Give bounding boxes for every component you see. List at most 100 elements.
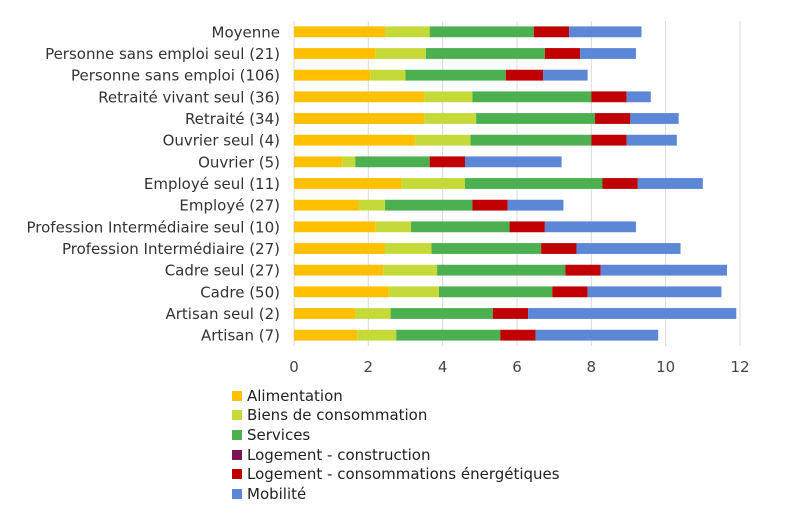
bar-segment [595, 113, 631, 124]
bar-segment [541, 243, 577, 254]
bar-segment [294, 221, 376, 233]
bar-segment [591, 91, 627, 103]
bar-segment [294, 48, 376, 59]
category-label: Artisan seul (2) [166, 305, 281, 323]
category-label: Personne sans emploi (106) [71, 67, 280, 85]
bar-segment [429, 156, 465, 168]
bar-segment [375, 221, 412, 233]
bar-segment [357, 329, 397, 341]
bar-segment [390, 308, 493, 319]
legend-item: Services [232, 425, 560, 445]
bars [294, 26, 737, 341]
bar-segment [385, 243, 432, 254]
legend-item: Logement - consommations énergétiques [232, 464, 560, 484]
stacked-bar-chart: Moyenne Personne sans emploi seul (21) Per… [27, 21, 750, 376]
bar-segment [626, 91, 651, 103]
bar-segment [464, 156, 562, 168]
bar-segment [375, 48, 426, 59]
bar-segment [294, 113, 425, 124]
legend-item: Logement - construction [232, 445, 560, 465]
bar-segment [355, 156, 430, 168]
legend-swatch [232, 488, 242, 499]
bar-segment [355, 308, 391, 319]
bar-segment [569, 26, 642, 38]
category-label: Ouvrier seul (4) [163, 132, 280, 150]
x-tick-label: 2 [364, 358, 374, 376]
bar-segment [500, 329, 536, 341]
bar-segment [509, 221, 545, 233]
bar-segment [383, 264, 438, 276]
bar-segment [294, 178, 402, 189]
category-label: Ouvrier (5) [198, 153, 280, 171]
legend-item: Alimentation [232, 386, 560, 406]
legend-item: Biens de consommation [232, 406, 560, 426]
category-label: Employé seul (11) [144, 175, 280, 193]
legend-label: Logement - construction [247, 445, 431, 464]
category-label: Moyenne [212, 23, 280, 41]
bar-segment [472, 91, 592, 103]
bar-segment [580, 48, 636, 59]
category-label: Artisan (7) [201, 327, 280, 345]
bar-segment [544, 48, 581, 59]
category-label: Retraité vivant seul (36) [98, 88, 280, 106]
x-tick-labels: 0 2 4 6 8 10 12 [289, 358, 749, 376]
legend-item: Mobilité [232, 484, 560, 504]
bar-segment [294, 308, 356, 319]
legend-label: Mobilité [247, 484, 307, 503]
bar-segment [342, 156, 356, 168]
legend-label: Alimentation [247, 386, 343, 405]
legend-label: Services [247, 425, 311, 444]
bar-segment [565, 264, 601, 276]
bar-segment [626, 134, 677, 146]
bar-segment [470, 134, 592, 146]
bar-segment [388, 286, 439, 298]
bar-segment [543, 69, 588, 81]
bar-segment [600, 264, 727, 276]
bar-segment [294, 26, 386, 38]
legend-swatch [232, 469, 242, 480]
bar-segment [535, 329, 659, 341]
bar-segment [602, 178, 638, 189]
legend-swatch [232, 390, 242, 401]
bar-segment [476, 113, 596, 124]
bar-segment [294, 329, 358, 341]
legend: Alimentation Biens de consommation Service… [232, 386, 560, 504]
bar-segment [552, 286, 588, 298]
bar-segment [431, 243, 542, 254]
x-tick-label: 12 [730, 358, 749, 376]
bar-segment [630, 113, 679, 124]
bar-segment [385, 199, 473, 211]
bar-segment [370, 69, 406, 81]
bar-segment [505, 69, 544, 81]
x-tick-label: 0 [289, 358, 299, 376]
bar-segment [472, 199, 508, 211]
bar-segment [359, 199, 386, 211]
bar-segment [396, 329, 501, 341]
category-label: Profession Intermédiaire (27) [62, 240, 280, 258]
x-tick-label: 10 [656, 358, 675, 376]
bar-segment [437, 264, 566, 276]
category-label: Personne sans emploi seul (21) [45, 45, 280, 63]
category-label: Profession Intermédiaire seul (10) [27, 218, 281, 236]
category-label: Employé (27) [179, 197, 280, 215]
bar-segment [294, 199, 360, 211]
bar-segment [385, 26, 430, 38]
category-label: Cadre (50) [200, 283, 280, 301]
bar-segment [576, 243, 681, 254]
x-tick-label: 6 [512, 358, 522, 376]
legend-swatch [232, 410, 242, 421]
bar-segment [533, 26, 570, 38]
bar-segment [464, 178, 603, 189]
category-labels: Moyenne Personne sans emploi seul (21) Per… [27, 23, 281, 344]
x-tick-label: 4 [438, 358, 448, 376]
bar-segment [544, 221, 636, 233]
bar-segment [294, 243, 386, 254]
bar-segment [637, 178, 703, 189]
bar-segment [429, 26, 534, 38]
category-label: Cadre seul (27) [165, 262, 280, 280]
bar-segment [507, 199, 564, 211]
bar-segment [425, 48, 545, 59]
bar-segment [294, 69, 371, 81]
legend-swatch [232, 449, 242, 460]
bar-segment [405, 69, 506, 81]
